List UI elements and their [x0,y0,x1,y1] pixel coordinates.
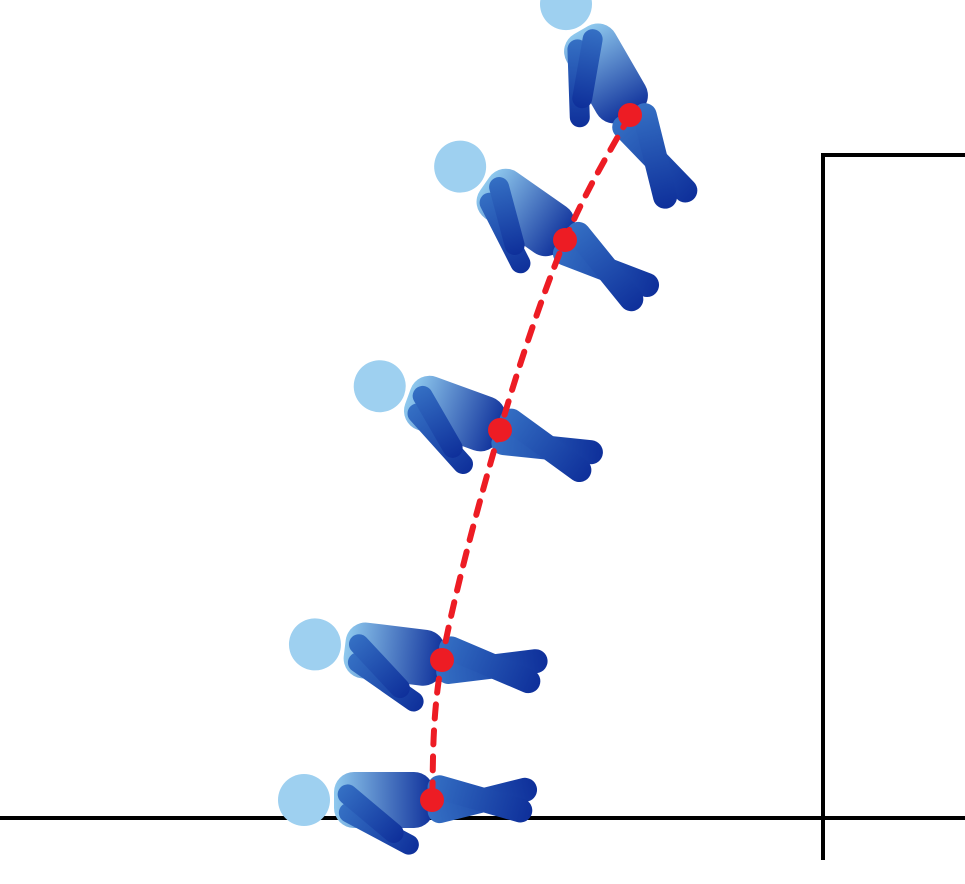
trajectory-marker-3 [488,418,512,442]
figure-frame-4 [282,613,552,730]
falling-figure-diagram: .head{fill:#9ed0f0;} [0,0,965,884]
figure-frame-5 [278,772,540,858]
trajectory-marker-5 [420,788,444,812]
ledge-edge [823,155,965,860]
trajectory-marker-2 [553,228,577,252]
figure-frame-3 [335,351,610,521]
trajectory-marker-1 [618,103,642,127]
trajectory-marker-4 [430,648,454,672]
